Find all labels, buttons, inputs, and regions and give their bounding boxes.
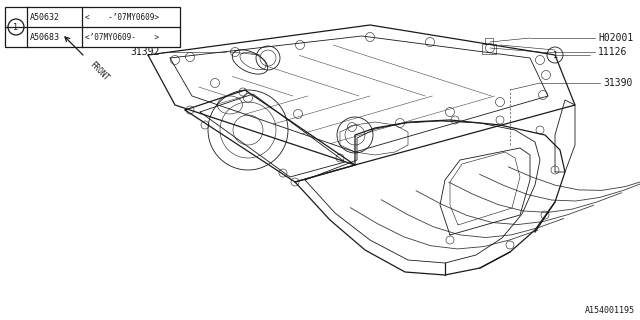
Text: 1: 1 [552, 51, 557, 60]
Bar [485, 38, 493, 44]
Text: 31390: 31390 [603, 78, 632, 88]
Bar [482, 44, 496, 54]
Text: H02001: H02001 [598, 33, 633, 43]
Text: A50632: A50632 [30, 12, 60, 21]
Text: <    -’07MY0609>: < -’07MY0609> [85, 12, 159, 21]
Text: A154001195: A154001195 [585, 306, 635, 315]
Text: <’07MY0609-    >: <’07MY0609- > [85, 33, 159, 42]
Text: 31392: 31392 [131, 47, 160, 57]
Text: FRONT: FRONT [88, 60, 111, 83]
Text: 1: 1 [13, 22, 19, 31]
Text: A50683: A50683 [30, 33, 60, 42]
Bar [5, 7, 180, 47]
Text: 11126: 11126 [598, 47, 627, 57]
